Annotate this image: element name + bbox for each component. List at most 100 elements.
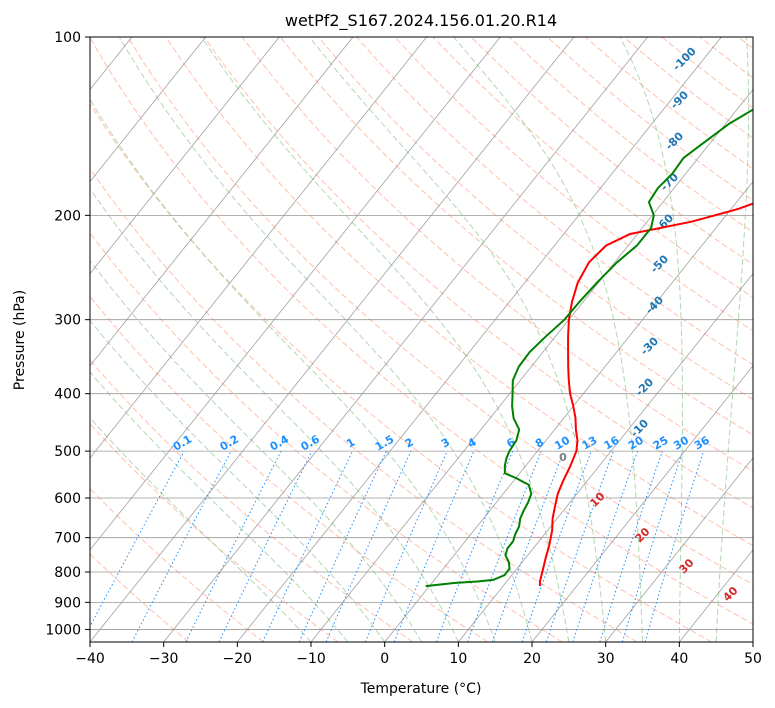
mixing-ratio-label: 3 [439,436,452,451]
mixing-ratio-label: 0.4 [268,432,292,453]
x-tick-label: 20 [523,651,541,667]
y-axis-label: Pressure (hPa) [12,290,28,390]
isotherm-line [752,641,753,642]
isotherm-line [605,457,753,642]
mixing-ratio-line [90,450,185,628]
y-tick-label: 900 [54,595,81,611]
moist-adiabat-line [715,37,750,642]
x-tick-label: −40 [75,651,105,667]
y-tick-label: 500 [54,444,81,460]
moist-adiabat-line [309,37,607,642]
dry-adiabat-line [508,37,753,233]
dry-adiabat-line [127,37,753,586]
mixing-ratio-line [621,450,684,642]
moist-adiabat-label: -70 [658,170,681,193]
mixing-ratio-label: 16 [602,433,622,452]
dry-adiabat-line [547,37,753,201]
moist-adiabat-label: -50 [648,252,671,275]
dry-adiabat-line [90,423,339,642]
mixing-ratio-line [545,450,614,642]
mixing-ratio-line [364,450,448,642]
mixing-ratio-label: 10 [552,433,572,452]
x-tick-label: 10 [449,651,467,667]
mixing-ratio-label: 4 [466,435,479,450]
moist-adiabat-line [619,37,683,642]
dry-adiabat-line [90,167,638,642]
isotherm-line [90,37,501,551]
y-tick-label: 100 [54,30,81,46]
mixing-ratio-line [467,450,542,642]
y-tick-label: 400 [54,387,81,403]
isotherm-line [531,365,753,642]
x-tick-label: −10 [296,651,326,667]
mixing-ratio-line [393,450,475,642]
moist-adiabat-line [118,37,533,642]
isotherm-line [90,37,427,459]
x-tick-label: −30 [149,651,179,667]
isotherm-line [90,37,280,275]
isotherm-line [90,37,354,367]
y-tick-label: 1000 [45,622,81,638]
y-tick-label: 700 [54,531,81,547]
dewpoint-line [425,108,753,588]
moist-adiabat-label: -40 [643,293,666,316]
dry-adiabat-line [279,37,753,436]
mixing-ratio-line [599,450,663,642]
mixing-ratio-label: 25 [651,434,671,453]
x-tick-label: 50 [744,651,762,667]
isotherm-line [237,37,722,642]
moist-adiabat-line [90,371,349,642]
dry-adiabat-line [90,103,712,642]
moist-adiabat-line [90,98,496,642]
moist-adiabat-label: -20 [633,375,656,398]
mixing-ratio-line [218,450,313,642]
mixing-ratio-label: 0.6 [298,432,322,453]
isotherm-line [679,549,753,642]
x-tick-label: −20 [223,651,253,667]
freezing-label: 0 [559,451,567,464]
y-tick-label: 200 [54,208,81,224]
dry-adiabat-line [90,553,190,642]
dry-adiabat-line [470,37,753,266]
mixing-ratio-label: 1 [344,436,357,451]
mixing-ratio-line [521,450,592,642]
plot-frame [89,36,754,643]
mixing-ratio-label: 0.1 [171,433,194,454]
x-axis: −40 −30 −20 −10 0 10 20 30 40 50 [75,642,762,667]
isotherm-line [310,88,753,642]
isotherm-line [458,273,753,642]
x-tick-label: 40 [670,651,688,667]
y-tick-label: 800 [54,565,81,581]
y-tick-label: 300 [54,313,81,329]
y-tick-label: 600 [54,491,81,507]
mixing-ratio-line [435,450,514,642]
dry-adiabat-line [394,37,753,332]
y-axis: 100 200 300 400 500 600 700 800 900 1000 [45,30,90,638]
dry-adiabat-line [699,37,753,79]
mixing-ratio-line [262,450,353,642]
chart-title: wetPf2_S167.2024.156.01.20.R14 [285,11,557,31]
mixing-ratio-line [491,450,565,642]
moist-adiabat-label: -100 [670,44,699,73]
dry-adiabat-line [737,37,753,49]
dry-adiabat-line [90,37,753,625]
background-lines [90,37,753,642]
series [425,108,753,588]
x-tick-label: 0 [380,651,389,667]
moist-adiabat-label: -10 [628,416,651,439]
mixing-ratio-line [185,450,282,642]
temperature-line [538,202,753,587]
dry-adiabat-line [165,37,753,547]
moist-adiabat-line [453,37,643,642]
x-tick-label: 30 [597,651,615,667]
mixing-ratio-line [644,450,705,642]
dry-adiabat-label: 30 [677,556,697,576]
dry-adiabat-label: 10 [587,490,607,510]
isotherm-line [90,37,575,642]
moist-adiabat-line [201,37,570,642]
isotherm-line [163,37,648,642]
dry-adiabat-line [356,37,753,366]
mixing-ratio-line [325,450,412,642]
isotherm-line [90,37,206,183]
dry-adiabat-line [90,231,563,642]
